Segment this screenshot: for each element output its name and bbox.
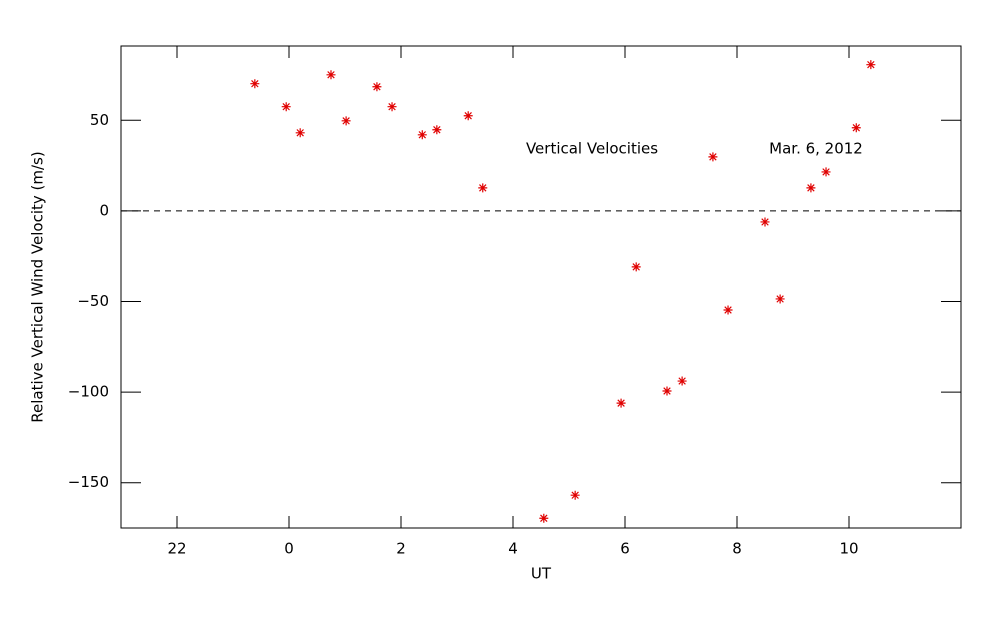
data-point [616,398,626,408]
x-tick-label: 8 [732,540,742,558]
data-point [631,262,641,272]
data-point [806,183,816,193]
x-axis-label: UT [531,565,552,583]
data-point [723,305,733,315]
data-point [775,294,785,304]
y-tick-label: 0 [99,201,109,219]
data-point [295,128,305,138]
data-point [539,513,549,523]
x-tick-label: 22 [167,540,186,558]
data-point [570,490,580,500]
data-point [326,70,336,80]
data-point [463,111,473,121]
plot-frame [120,45,962,529]
y-tick-label: −150 [68,473,109,491]
y-tick-label: −50 [77,292,109,310]
x-tick-label: 4 [508,540,518,558]
x-tick-label: 10 [839,540,858,558]
x-tick-label: 6 [620,540,630,558]
x-tick-label: 0 [284,540,294,558]
data-point [387,102,397,112]
annotation: Mar. 6, 2012 [769,140,863,158]
data-point [866,60,876,70]
data-point [821,167,831,177]
y-tick-label: −100 [68,383,109,401]
data-point [662,386,672,396]
y-axis-label: Relative Vertical Wind Velocity (m/s) [29,151,47,422]
data-point [851,123,861,133]
annotation: Vertical Velocities [526,140,658,158]
y-tick-label: 50 [90,111,109,129]
data-point [478,183,488,193]
data-point [677,376,687,386]
data-point [417,130,427,140]
data-point [250,79,260,89]
data-point [281,102,291,112]
data-point [760,217,770,227]
data-point [708,152,718,162]
data-point [341,116,351,126]
x-tick-label: 2 [396,540,406,558]
data-point [432,125,442,135]
data-point [372,82,382,92]
